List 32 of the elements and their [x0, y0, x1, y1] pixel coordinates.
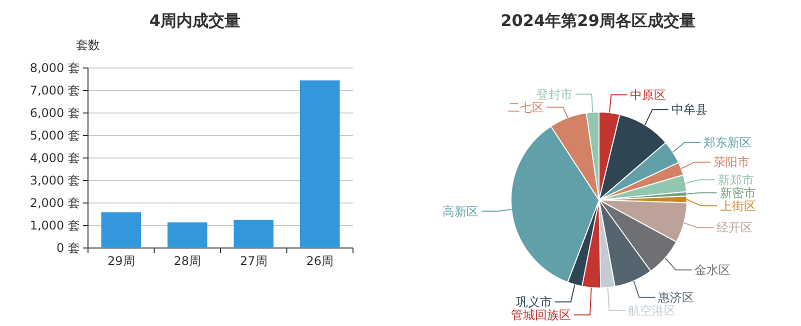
slice-label: 中原区	[630, 88, 666, 102]
slice-label: 惠济区	[657, 290, 694, 304]
chart-title: 4周内成交量	[149, 11, 241, 30]
y-tick-label: 5,000 套	[30, 128, 80, 142]
y-tick-label: 1,000 套	[30, 218, 80, 232]
y-tick-label: 8,000 套	[30, 61, 80, 75]
chart-title: 2024年第29周各区成交量	[500, 11, 696, 30]
slice-label: 管城回族区	[511, 308, 572, 322]
slice-label: 航空港区	[628, 303, 676, 318]
y-tick-label: 7,000 套	[30, 84, 80, 98]
slice-label: 巩义市	[516, 294, 552, 309]
x-tick-label: 29周	[107, 254, 135, 268]
slice-label: 新密市	[720, 186, 756, 200]
slice-label: 登封市	[536, 87, 573, 102]
slice-label: 中牟县	[671, 102, 708, 117]
y-tick-label: 0 套	[56, 241, 80, 255]
y-axis-title: 套数	[76, 38, 100, 52]
slice-label: 新郑市	[718, 172, 754, 187]
slice-label: 金水区	[694, 262, 731, 277]
slice-label: 高新区	[442, 204, 479, 218]
slice-label: 郑东新区	[704, 135, 752, 150]
y-tick-label: 6,000 套	[30, 106, 80, 120]
x-tick-label: 27周	[240, 254, 268, 268]
y-tick-label: 3,000 套	[30, 174, 80, 188]
y-tick-label: 2,000 套	[30, 196, 80, 210]
slice-label: 二七区	[508, 100, 544, 114]
slice-label: 荥阳市	[713, 155, 750, 170]
x-tick-label: 26周	[306, 254, 334, 268]
y-tick-label: 4,000 套	[30, 151, 80, 165]
slice-label: 上街区	[720, 198, 756, 213]
slice-label: 经开区	[716, 220, 752, 235]
x-tick-label: 28周	[174, 254, 202, 268]
